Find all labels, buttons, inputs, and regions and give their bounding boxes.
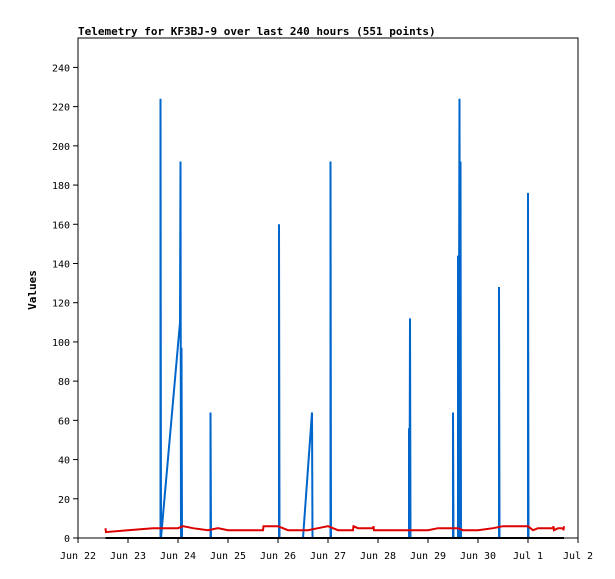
y-tick-label: 160 (52, 220, 70, 231)
y-tick-label: 80 (58, 377, 70, 388)
x-tick-label: Jun 24 (160, 551, 196, 562)
y-tick-label: 60 (58, 416, 70, 427)
x-tick-label: Jun 25 (210, 551, 246, 562)
y-tick-label: 20 (58, 495, 70, 506)
series-0-line (302, 412, 314, 539)
x-tick-label: Jun 27 (310, 551, 346, 562)
x-tick-label: Jul 2 (563, 551, 593, 562)
series-0-line (527, 192, 530, 539)
x-tick-label: Jun 28 (360, 551, 396, 562)
x-tick-label: Jun 30 (460, 551, 496, 562)
x-tick-label: Jun 22 (60, 551, 96, 562)
x-axis: Jun 22 Jun 23 Jun 24 Jun 25 Jun 26 Jun 27 Jun … (60, 538, 593, 562)
plot-frame (77, 37, 579, 539)
x-tick-label: Jun 29 (410, 551, 446, 562)
series-0-line (498, 286, 501, 539)
series-0-line (209, 412, 212, 539)
y-tick-label: 240 (52, 63, 70, 74)
x-tick-label: Jul 1 (513, 551, 543, 562)
y-tick-label: 40 (58, 456, 70, 467)
y-axis-label: Values (26, 270, 39, 310)
y-tick-label: 120 (52, 299, 70, 310)
x-tick-label: Jun 23 (110, 551, 146, 562)
y-tick-label: 0 (64, 534, 70, 545)
series-0-line (160, 161, 183, 539)
y-tick-label: 140 (52, 259, 70, 270)
series-0-line (452, 412, 455, 539)
y-axis: 0 20 40 60 80 100 120 140 160 180 200 220 240 (52, 63, 78, 545)
y-tick-label: 100 (52, 338, 70, 349)
series-0-line (159, 98, 162, 539)
series-layer (104, 98, 565, 539)
series-0-line (329, 161, 332, 539)
y-tick-label: 180 (52, 181, 70, 192)
series-1-line (104, 524, 565, 534)
y-tick-label: 220 (52, 103, 70, 114)
chart-title: Telemetry for KF3BJ-9 over last 240 hour… (78, 25, 436, 38)
series-0-line (278, 224, 281, 539)
x-tick-label: Jun 26 (260, 551, 296, 562)
y-tick-label: 200 (52, 142, 70, 153)
series-0-line (457, 98, 462, 539)
series-0-line (408, 318, 412, 539)
